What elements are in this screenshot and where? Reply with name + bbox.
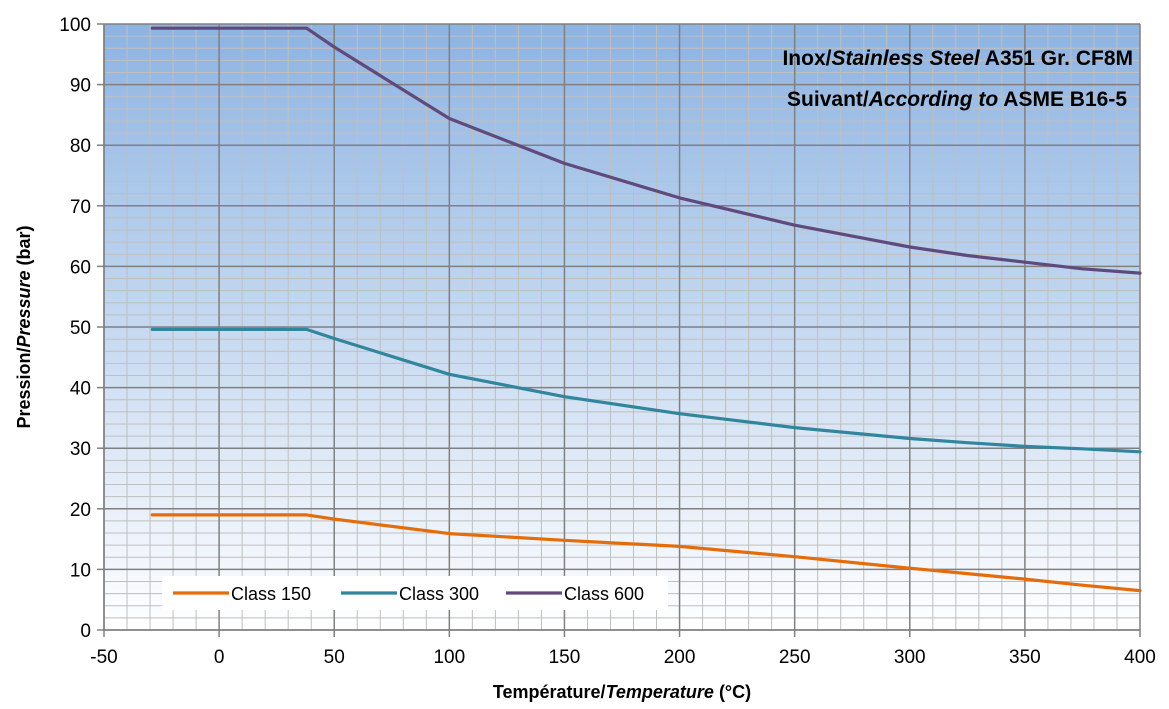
x-tick-label: 400	[1124, 647, 1156, 668]
y-tick-label: 100	[59, 15, 91, 36]
y-tick-label: 40	[70, 379, 91, 400]
y-tick-label: 90	[70, 76, 91, 97]
x-tick-label: 50	[324, 647, 345, 668]
x-tick-label: 0	[214, 647, 225, 668]
x-tick-label: 350	[1009, 647, 1041, 668]
y-tick-label: 20	[70, 500, 91, 521]
y-tick-label: 10	[70, 560, 91, 581]
x-tick-label: 100	[433, 647, 465, 668]
y-axis-title: Pression/Pressure (bar)	[14, 225, 34, 428]
y-tick-label: 30	[70, 439, 91, 460]
y-tick-labels: 0 10 20 30 40 50 60 70 80 90 100	[59, 15, 91, 642]
chart-title-line1: Inox/Stainless Steel A351 Gr. CF8M	[782, 47, 1133, 70]
chart-title-line2: Suivant/According to ASME B16-5	[787, 88, 1127, 111]
y-tick-label: 50	[70, 318, 91, 339]
series-line-class-300	[150, 327, 1142, 454]
x-tick-labels: -50 0 50 100 150 200 250 300 350 400	[90, 647, 1156, 668]
x-tick-label: 250	[779, 647, 811, 668]
x-tick-label: 200	[664, 647, 696, 668]
legend: Class 150 Class 300 Class 600	[162, 576, 668, 610]
major-gridlines	[103, 23, 1141, 631]
legend-label: Class 150	[231, 584, 311, 604]
legend-label: Class 300	[399, 584, 479, 604]
y-tick-label: 0	[80, 621, 91, 642]
series-line-class-150	[150, 513, 1142, 593]
x-tick-label: -50	[90, 647, 117, 668]
y-tick-label: 70	[70, 197, 91, 218]
legend-label: Class 600	[564, 584, 644, 604]
axes	[97, 23, 1141, 637]
x-axis-title: Température/Temperature (°C)	[493, 682, 751, 702]
y-tick-label: 60	[70, 257, 91, 278]
x-tick-label: 150	[549, 647, 581, 668]
legend-box	[162, 576, 668, 610]
series-line-class-600	[150, 26, 1142, 275]
x-tick-label: 300	[894, 647, 926, 668]
series-lines	[150, 26, 1142, 593]
y-tick-label: 80	[70, 136, 91, 157]
